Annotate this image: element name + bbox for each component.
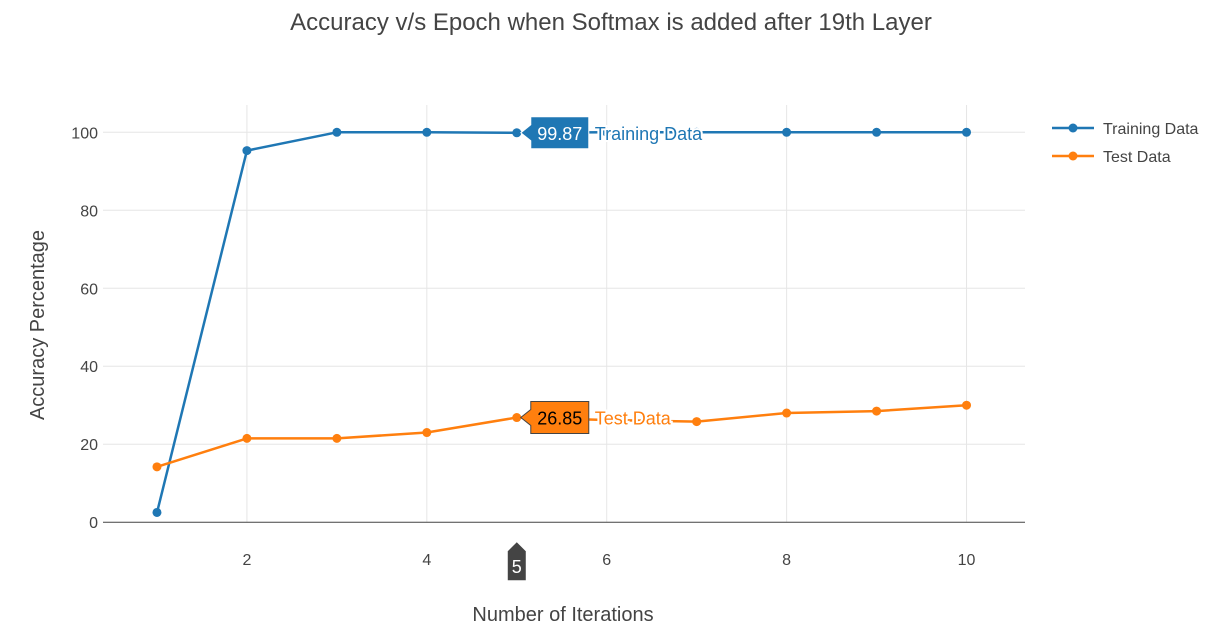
data-point[interactable]: [332, 127, 342, 137]
hover-series-name: Training Data: [595, 124, 703, 144]
x-axis-title: Number of Iterations: [472, 604, 653, 626]
legend-item-test[interactable]: Test Data: [1052, 149, 1171, 166]
y-tick-label: 80: [80, 203, 98, 220]
y-axis-title: Accuracy Percentage: [27, 230, 49, 420]
legend-label: Training Data: [1103, 121, 1199, 138]
legend-item-training[interactable]: Training Data: [1052, 121, 1199, 138]
x-tick-label: 2: [242, 552, 251, 569]
y-tick-label: 20: [80, 437, 98, 454]
x-hover-tag-box: [507, 542, 526, 581]
hover-label-test: 26.85 Test Data: [519, 401, 674, 435]
data-point[interactable]: [692, 417, 702, 427]
data-point[interactable]: [962, 400, 972, 410]
data-point[interactable]: [422, 428, 432, 438]
series-layer: [152, 127, 972, 517]
chart-title: Accuracy v/s Epoch when Softmax is added…: [290, 9, 932, 36]
data-point[interactable]: [602, 415, 612, 425]
hover-value: 26.85: [537, 409, 582, 429]
hover-labels: 5 99.87 Training Data 26.85 Test Data: [507, 116, 705, 581]
y-tick-label: 60: [80, 281, 98, 298]
x-tick-label: 6: [602, 552, 611, 569]
data-point[interactable]: [692, 127, 702, 137]
x-hover-tag-text: 5: [512, 557, 522, 577]
data-point[interactable]: [242, 146, 252, 156]
x-tick-label: 4: [422, 552, 431, 569]
data-point[interactable]: [512, 128, 522, 138]
legend-marker-icon: [1068, 123, 1078, 133]
x-tick-label: 8: [782, 552, 791, 569]
grid: [103, 105, 1025, 523]
y-tick-label: 100: [71, 125, 98, 142]
legend-label: Test Data: [1103, 149, 1171, 166]
y-tick-label: 40: [80, 359, 98, 376]
legend[interactable]: Training Data Test Data: [1052, 121, 1199, 166]
data-point[interactable]: [782, 127, 792, 137]
data-point[interactable]: [332, 433, 342, 443]
data-point[interactable]: [782, 408, 792, 418]
data-point[interactable]: [152, 462, 162, 472]
legend-marker-icon: [1068, 151, 1078, 161]
x-hover-tag: 5: [507, 542, 526, 581]
data-point[interactable]: [872, 127, 882, 137]
data-point[interactable]: [152, 507, 162, 517]
hover-label-training: 99.87 Training Data: [519, 116, 705, 150]
data-point[interactable]: [872, 406, 882, 416]
hover-value: 99.87: [537, 124, 582, 144]
x-tick-label: 10: [958, 552, 976, 569]
hover-label-box: [519, 116, 590, 150]
series-line: [155, 131, 967, 513]
data-point[interactable]: [602, 127, 612, 137]
series-training: [152, 127, 972, 517]
data-point[interactable]: [422, 127, 432, 137]
data-point[interactable]: [962, 127, 972, 137]
hover-label-box: [519, 401, 590, 435]
y-tick-label: 0: [89, 515, 98, 532]
hover-series-name: Test Data: [595, 409, 672, 429]
data-point[interactable]: [242, 433, 252, 443]
data-point[interactable]: [512, 413, 522, 423]
